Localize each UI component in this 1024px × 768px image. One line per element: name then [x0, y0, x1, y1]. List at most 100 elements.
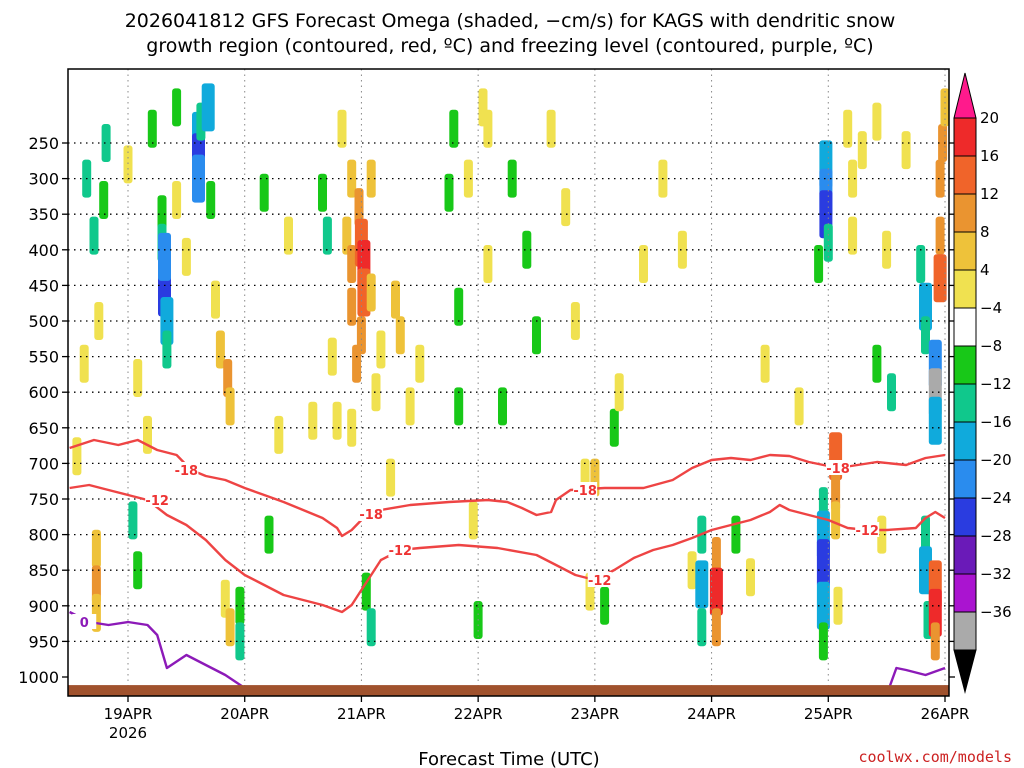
omega-cell — [921, 316, 930, 355]
colorbar-band — [953, 421, 977, 461]
omega-cell — [816, 539, 830, 588]
colorbar-label: 20 — [980, 109, 999, 127]
omega-cell — [386, 458, 396, 497]
omega-cell — [172, 181, 182, 219]
x-tick-label: 20APR — [220, 705, 269, 723]
omega-cell — [794, 387, 804, 426]
omega-cell — [376, 330, 386, 369]
omega-cell — [133, 359, 143, 397]
omega-cell — [454, 287, 464, 326]
omega-cell — [760, 344, 770, 383]
omega-cell — [816, 581, 830, 630]
x-tick-label: 21APR — [337, 705, 386, 723]
x-tick-sublabel: 2026 — [109, 724, 147, 742]
chart-title-line2: growth region (contoured, red, ºC) and f… — [146, 35, 873, 57]
x-tick-label: 24APR — [687, 705, 736, 723]
omega-cell — [916, 245, 926, 283]
contour-label: -12 — [588, 574, 612, 589]
omega-cell — [162, 330, 172, 369]
colorbar-band — [953, 231, 977, 271]
omega-cell — [91, 565, 101, 604]
omega-cell — [614, 373, 624, 412]
contour-label: -18 — [359, 508, 383, 523]
plot-frame — [67, 68, 950, 697]
omega-cell — [709, 567, 723, 616]
omega-cell — [546, 109, 556, 148]
ground-surface — [68, 685, 949, 696]
omega-cell — [101, 124, 111, 162]
omega-cell — [814, 245, 824, 283]
omega-cell — [831, 501, 841, 540]
omega-cell — [695, 560, 709, 609]
omega-cell — [882, 230, 892, 269]
y-tick-label: 650 — [28, 419, 59, 438]
credit-text: coolwx.com/models — [858, 748, 1012, 766]
omega-cell — [818, 622, 828, 661]
y-tick-label: 1000 — [18, 668, 59, 687]
x-tick-label: 22APR — [454, 705, 503, 723]
omega-cell — [147, 109, 157, 148]
contour-label: -12 — [145, 494, 169, 509]
omega-cell — [483, 245, 493, 283]
omega-cell — [833, 586, 843, 625]
x-tick-label: 25APR — [804, 705, 853, 723]
omega-cell — [921, 515, 930, 554]
contour-label-bg — [174, 462, 199, 477]
colorbar-label: −24 — [980, 489, 1012, 507]
omega-cell — [366, 608, 376, 647]
colorbar-band — [953, 497, 977, 537]
omega-cell — [361, 572, 371, 611]
contour-label-bg — [145, 492, 170, 507]
x-tick-label: 19APR — [104, 705, 153, 723]
y-tick-label: 450 — [28, 276, 59, 295]
y-tick-label: 350 — [28, 205, 59, 224]
colorbar-band — [953, 117, 977, 157]
colorbar-label: −8 — [980, 337, 1002, 355]
contour-label: -18 — [826, 462, 850, 477]
contour-label-bg — [573, 482, 598, 497]
y-axis: 250 300 350 400 450 500 550 600 650 700 750 800 850 9… — [18, 134, 955, 687]
colorbar-top-arrow — [953, 72, 977, 119]
colorbar-band — [953, 193, 977, 233]
y-tick-label: 600 — [28, 383, 59, 402]
colorbar-label: −20 — [980, 451, 1012, 469]
y-tick-label: 550 — [28, 348, 59, 367]
omega-cell — [935, 216, 945, 255]
colorbar-band — [953, 611, 977, 651]
colorbar-label: 8 — [980, 223, 990, 241]
omega-cell — [935, 159, 945, 198]
colorbar-label: 12 — [980, 185, 999, 203]
colorbar-bottom-arrow — [953, 649, 977, 694]
contour-label-bg — [388, 542, 413, 557]
colorbar-label: −32 — [980, 565, 1012, 583]
omega-cell — [444, 173, 454, 212]
omega-cell — [206, 181, 216, 219]
omega-cell — [848, 159, 858, 198]
omega-cell — [79, 344, 89, 383]
omega-cell — [284, 216, 293, 255]
omega-cell — [157, 195, 167, 234]
omega-cell — [342, 216, 352, 255]
colorbar-band — [953, 155, 977, 195]
colorbar-label: −28 — [980, 527, 1012, 545]
omega-cell — [274, 415, 284, 454]
omega-cell — [133, 551, 143, 590]
omega-cell — [308, 401, 318, 440]
omega-cell — [463, 159, 473, 198]
colorbar-label: −4 — [980, 299, 1002, 317]
omega-cell — [371, 373, 381, 412]
omega-cell — [318, 173, 327, 212]
omega-cell — [532, 316, 541, 355]
y-tick-label: 750 — [28, 490, 59, 509]
y-tick-label: 300 — [28, 170, 59, 189]
omega-cell — [498, 387, 507, 426]
omega-cell — [201, 83, 215, 132]
omega-cell — [877, 515, 887, 554]
omega-cell — [347, 287, 357, 326]
omega-cell — [395, 316, 405, 355]
colorbar-band — [953, 459, 977, 499]
omega-cell — [72, 437, 82, 476]
x-tick-label: 26APR — [921, 705, 970, 723]
